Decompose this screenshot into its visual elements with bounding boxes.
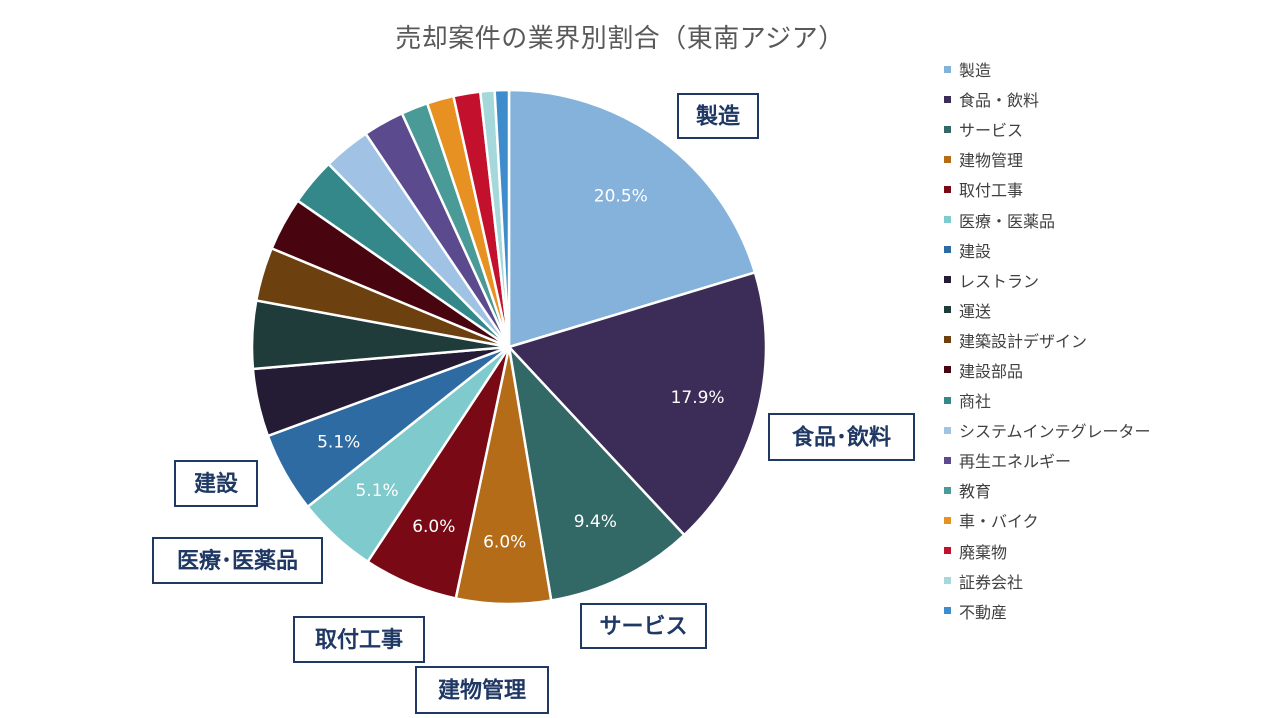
legend-item: 建設	[944, 235, 1151, 265]
chart-legend: 製造食品・飲料サービス建物管理取付工事医療・医薬品 建設レストラン運送建築設計デザ…	[944, 54, 1151, 626]
legend-label: システムインテグレーター	[959, 422, 1151, 442]
legend-swatch	[944, 65, 951, 73]
data-label: 17.9%	[671, 388, 725, 408]
data-label: 9.4%	[574, 512, 617, 532]
callout-box: 取付工事	[293, 616, 425, 663]
callout-label: 取付工事	[315, 627, 403, 653]
pie-slice	[493, 88, 511, 348]
legend-item: 食品・飲料	[944, 84, 1151, 114]
legend-label: 廃棄物	[959, 542, 1008, 562]
legend-label: 建築設計デザイン	[959, 331, 1088, 351]
legend-label: 製造	[959, 61, 992, 81]
callout-box: 建設	[174, 460, 258, 507]
legend-label: 不動産	[959, 602, 1008, 622]
legend-item: 廃棄物	[944, 536, 1151, 566]
pie-slice	[506, 270, 768, 537]
data-label: 6.0%	[483, 532, 526, 552]
legend-swatch	[944, 246, 951, 254]
callout-label: 建設	[194, 471, 239, 497]
pie-slices	[250, 88, 768, 606]
legend-label: 運送	[959, 301, 992, 321]
legend-item: 建設部品	[944, 355, 1151, 385]
legend-label: 証券会社	[959, 572, 1024, 592]
legend-label: 食品・飲料	[959, 91, 1040, 111]
legend-swatch	[944, 426, 951, 434]
legend-swatch	[944, 216, 951, 224]
legend-label: 取付工事	[959, 181, 1024, 201]
data-label: 5.1%	[355, 481, 398, 501]
legend-label: 教育	[959, 482, 992, 502]
data-labels: 20.5% 17.9% 9.4% 6.0% 6.0% 5.1% 5.1%	[317, 186, 725, 552]
legend-item: レストラン	[944, 265, 1151, 295]
legend-swatch	[944, 185, 951, 193]
legend-swatch	[944, 155, 951, 163]
legend-item: 証券会社	[944, 566, 1151, 596]
pie-slice	[507, 343, 687, 602]
legend-label: 車・バイク	[959, 512, 1039, 532]
legend-item: 運送	[944, 295, 1151, 325]
legend-swatch	[944, 577, 951, 585]
callout-label: 食品･飲料	[792, 425, 891, 451]
legend-swatch	[944, 336, 951, 344]
callout-label: 建物管理	[438, 678, 526, 704]
legend-swatch	[944, 516, 951, 524]
legend-item: 商社	[944, 385, 1151, 415]
legend-item: システムインテグレーター	[944, 415, 1151, 445]
legend-swatch	[944, 486, 951, 494]
legend-item: 教育	[944, 475, 1151, 505]
callout-label: サービス	[599, 615, 687, 640]
legend-item: 再生エネルギー	[944, 445, 1151, 475]
legend-label: 建物管理	[959, 151, 1024, 171]
legend-item: 建物管理	[944, 144, 1151, 174]
data-label: 5.1%	[317, 433, 360, 453]
legend-swatch	[944, 366, 951, 374]
legend-label: 商社	[959, 392, 992, 412]
legend-item: 車・バイク	[944, 505, 1151, 535]
legend-swatch	[944, 547, 951, 555]
callout-box: サービス	[580, 603, 707, 649]
legend-label: 建設部品	[959, 361, 1024, 381]
legend-item: 取付工事	[944, 174, 1151, 204]
callout-box: 医療･医薬品	[152, 537, 323, 584]
legend-swatch	[944, 607, 951, 615]
legend-swatch	[944, 95, 951, 103]
legend-swatch	[944, 306, 951, 314]
legend-item: 製造	[944, 54, 1151, 84]
legend-item: 不動産	[944, 596, 1151, 626]
legend-swatch	[944, 396, 951, 404]
legend-label: 再生エネルギー	[959, 452, 1072, 472]
legend-item: 医療・医薬品	[944, 204, 1151, 234]
callout-box: 建物管理	[415, 666, 549, 714]
legend-item: サービス	[944, 114, 1151, 144]
legend-label: 医療・医薬品	[959, 211, 1056, 231]
callout-label: 医療･医薬品	[177, 548, 298, 574]
legend-swatch	[944, 276, 951, 284]
chart-title: 売却案件の業界別割合（東南アジア）	[395, 24, 845, 54]
legend-label: サービス	[959, 121, 1024, 141]
callout-box: 製造	[677, 93, 759, 139]
data-label: 6.0%	[412, 517, 455, 537]
legend-swatch	[944, 456, 951, 464]
legend-item: 建築設計デザイン	[944, 325, 1151, 355]
data-label: 20.5%	[594, 186, 648, 206]
pie-slice	[507, 88, 757, 349]
legend-swatch	[944, 125, 951, 133]
legend-label: 建設	[959, 241, 992, 261]
legend-label: レストラン	[959, 271, 1040, 291]
callout-box: 食品･飲料	[768, 413, 915, 461]
callout-label: 製造	[695, 104, 740, 130]
